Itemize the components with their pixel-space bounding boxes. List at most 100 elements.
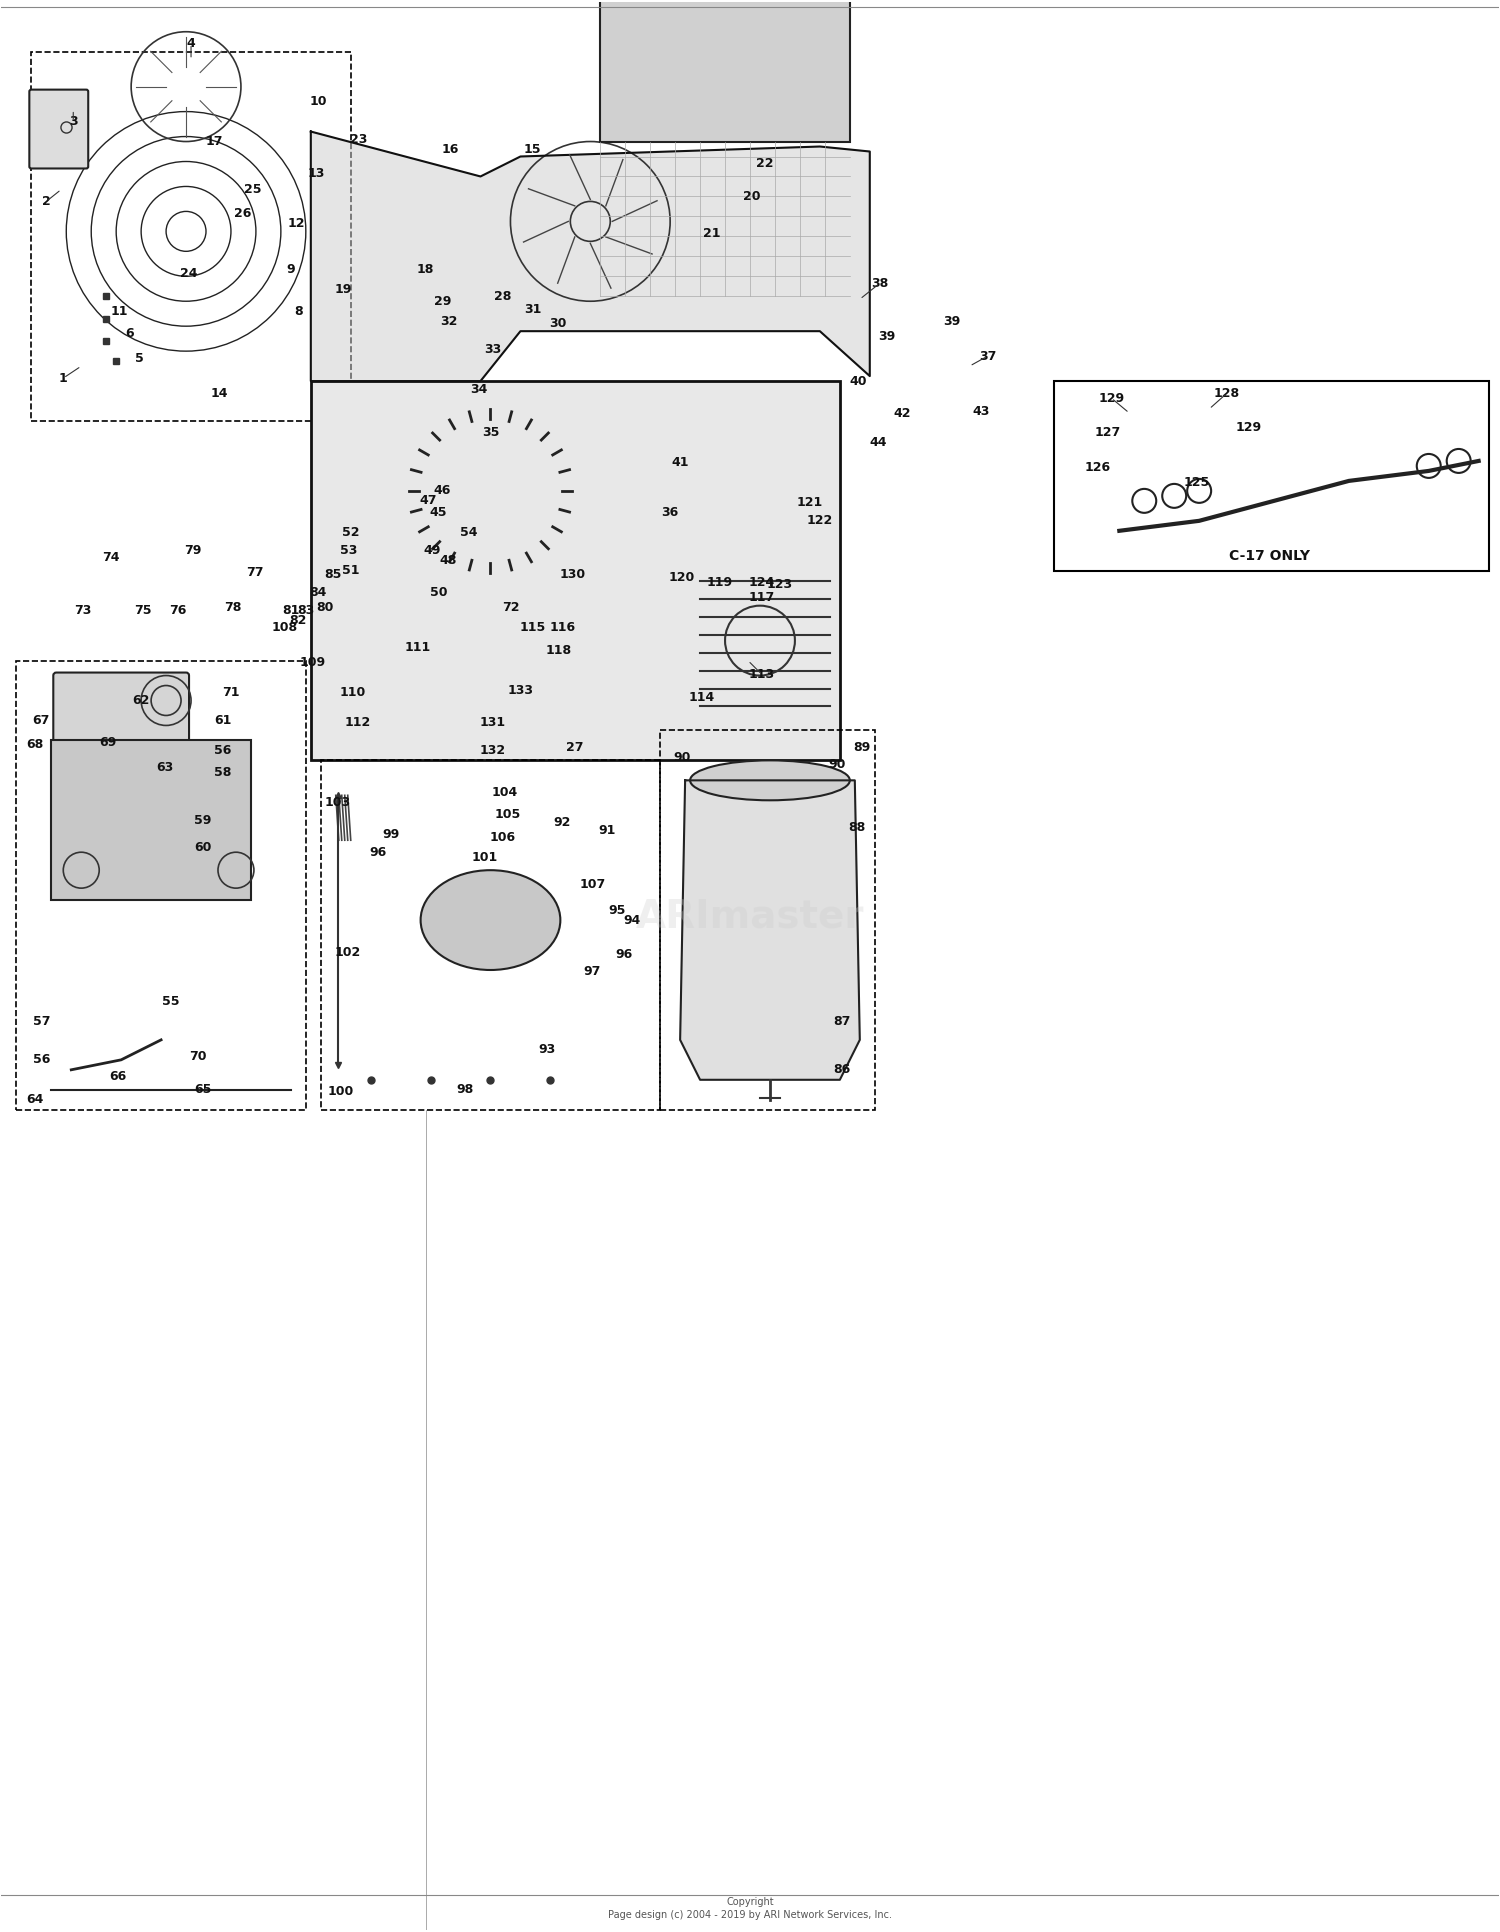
- Text: 70: 70: [189, 1051, 207, 1063]
- Text: 83: 83: [297, 605, 315, 616]
- Text: 60: 60: [195, 840, 211, 854]
- Text: 77: 77: [246, 566, 264, 580]
- FancyBboxPatch shape: [54, 672, 189, 763]
- Text: 50: 50: [430, 585, 447, 599]
- Text: 52: 52: [342, 526, 360, 539]
- Text: 80: 80: [316, 601, 333, 614]
- Text: 131: 131: [480, 717, 506, 728]
- Text: 67: 67: [33, 715, 50, 726]
- Text: 114: 114: [688, 692, 715, 703]
- Text: C-17 ONLY: C-17 ONLY: [1228, 549, 1310, 562]
- Text: 113: 113: [748, 668, 776, 682]
- Text: 17: 17: [206, 135, 222, 149]
- Text: 49: 49: [424, 545, 441, 556]
- Text: 32: 32: [440, 315, 458, 328]
- Text: 81: 81: [282, 605, 300, 616]
- Text: 5: 5: [135, 352, 144, 365]
- Text: 133: 133: [507, 684, 534, 697]
- Text: 1: 1: [58, 371, 68, 384]
- Text: 3: 3: [69, 116, 78, 128]
- Text: 96: 96: [369, 846, 387, 858]
- Ellipse shape: [690, 761, 850, 800]
- Text: 120: 120: [669, 572, 696, 583]
- Text: 57: 57: [33, 1016, 50, 1028]
- Text: 121: 121: [796, 497, 824, 510]
- Text: 30: 30: [549, 317, 567, 330]
- Text: 129: 129: [1236, 421, 1262, 435]
- Text: 31: 31: [524, 303, 542, 315]
- Bar: [600, 0, 850, 141]
- Text: 105: 105: [495, 808, 520, 821]
- Text: 37: 37: [980, 350, 996, 363]
- Text: 102: 102: [334, 945, 362, 958]
- Bar: [51, 740, 250, 900]
- Bar: [321, 761, 660, 1109]
- Text: 62: 62: [132, 694, 150, 707]
- Text: 127: 127: [1094, 427, 1120, 439]
- Text: 104: 104: [492, 786, 517, 798]
- Text: 103: 103: [324, 796, 351, 810]
- Text: 125: 125: [1184, 477, 1210, 489]
- Text: 43: 43: [974, 404, 990, 417]
- Text: 48: 48: [440, 554, 458, 568]
- Text: 15: 15: [524, 143, 542, 156]
- Text: 33: 33: [484, 342, 501, 355]
- Text: 34: 34: [470, 383, 488, 396]
- Text: 42: 42: [892, 406, 910, 419]
- Polygon shape: [310, 131, 870, 381]
- Text: 28: 28: [494, 290, 512, 303]
- Text: 59: 59: [195, 813, 211, 827]
- Text: 98: 98: [456, 1084, 472, 1095]
- Text: 19: 19: [334, 282, 351, 296]
- Text: 10: 10: [310, 95, 327, 108]
- Text: 99: 99: [382, 827, 399, 840]
- Text: Copyright: Copyright: [726, 1897, 774, 1907]
- Text: 73: 73: [75, 605, 92, 616]
- Text: 56: 56: [33, 1053, 50, 1066]
- Text: 38: 38: [871, 276, 888, 290]
- Text: 106: 106: [489, 831, 516, 844]
- Text: 46: 46: [433, 485, 451, 497]
- Text: 116: 116: [549, 620, 576, 634]
- Text: 110: 110: [339, 686, 366, 699]
- Text: 92: 92: [554, 815, 572, 829]
- Text: 87: 87: [833, 1016, 850, 1028]
- Text: 107: 107: [579, 877, 606, 891]
- Bar: [310, 381, 840, 761]
- Bar: [1054, 381, 1488, 570]
- Bar: [16, 661, 306, 1109]
- Bar: [32, 52, 351, 421]
- Text: 115: 115: [519, 620, 546, 634]
- Text: 69: 69: [99, 736, 117, 750]
- Text: 24: 24: [180, 267, 198, 280]
- Text: 100: 100: [327, 1086, 354, 1097]
- Text: 2: 2: [42, 195, 51, 209]
- Text: 94: 94: [624, 914, 640, 927]
- Text: 6: 6: [124, 327, 134, 340]
- Text: 101: 101: [471, 850, 498, 864]
- Text: 76: 76: [170, 605, 186, 616]
- Text: 44: 44: [868, 437, 886, 450]
- Text: 35: 35: [482, 427, 500, 439]
- Text: 75: 75: [135, 605, 152, 616]
- Text: 8: 8: [294, 305, 303, 317]
- Text: 20: 20: [742, 189, 760, 203]
- Text: 84: 84: [309, 585, 327, 599]
- Text: 51: 51: [342, 564, 360, 578]
- Text: 9: 9: [286, 263, 296, 276]
- Text: 95: 95: [609, 904, 625, 916]
- Text: 109: 109: [300, 657, 326, 668]
- Text: 118: 118: [546, 643, 572, 657]
- Polygon shape: [680, 781, 859, 1080]
- Text: Page design (c) 2004 - 2019 by ARI Network Services, Inc.: Page design (c) 2004 - 2019 by ARI Netwo…: [608, 1911, 892, 1920]
- Text: 47: 47: [420, 495, 438, 508]
- Text: 45: 45: [430, 506, 447, 520]
- Bar: [660, 730, 874, 1109]
- Text: 123: 123: [766, 578, 794, 591]
- Text: 25: 25: [244, 184, 261, 195]
- Text: 58: 58: [214, 765, 231, 779]
- Text: 111: 111: [405, 641, 430, 655]
- Text: 72: 72: [501, 601, 519, 614]
- Text: 13: 13: [308, 166, 324, 180]
- Text: 27: 27: [566, 740, 584, 753]
